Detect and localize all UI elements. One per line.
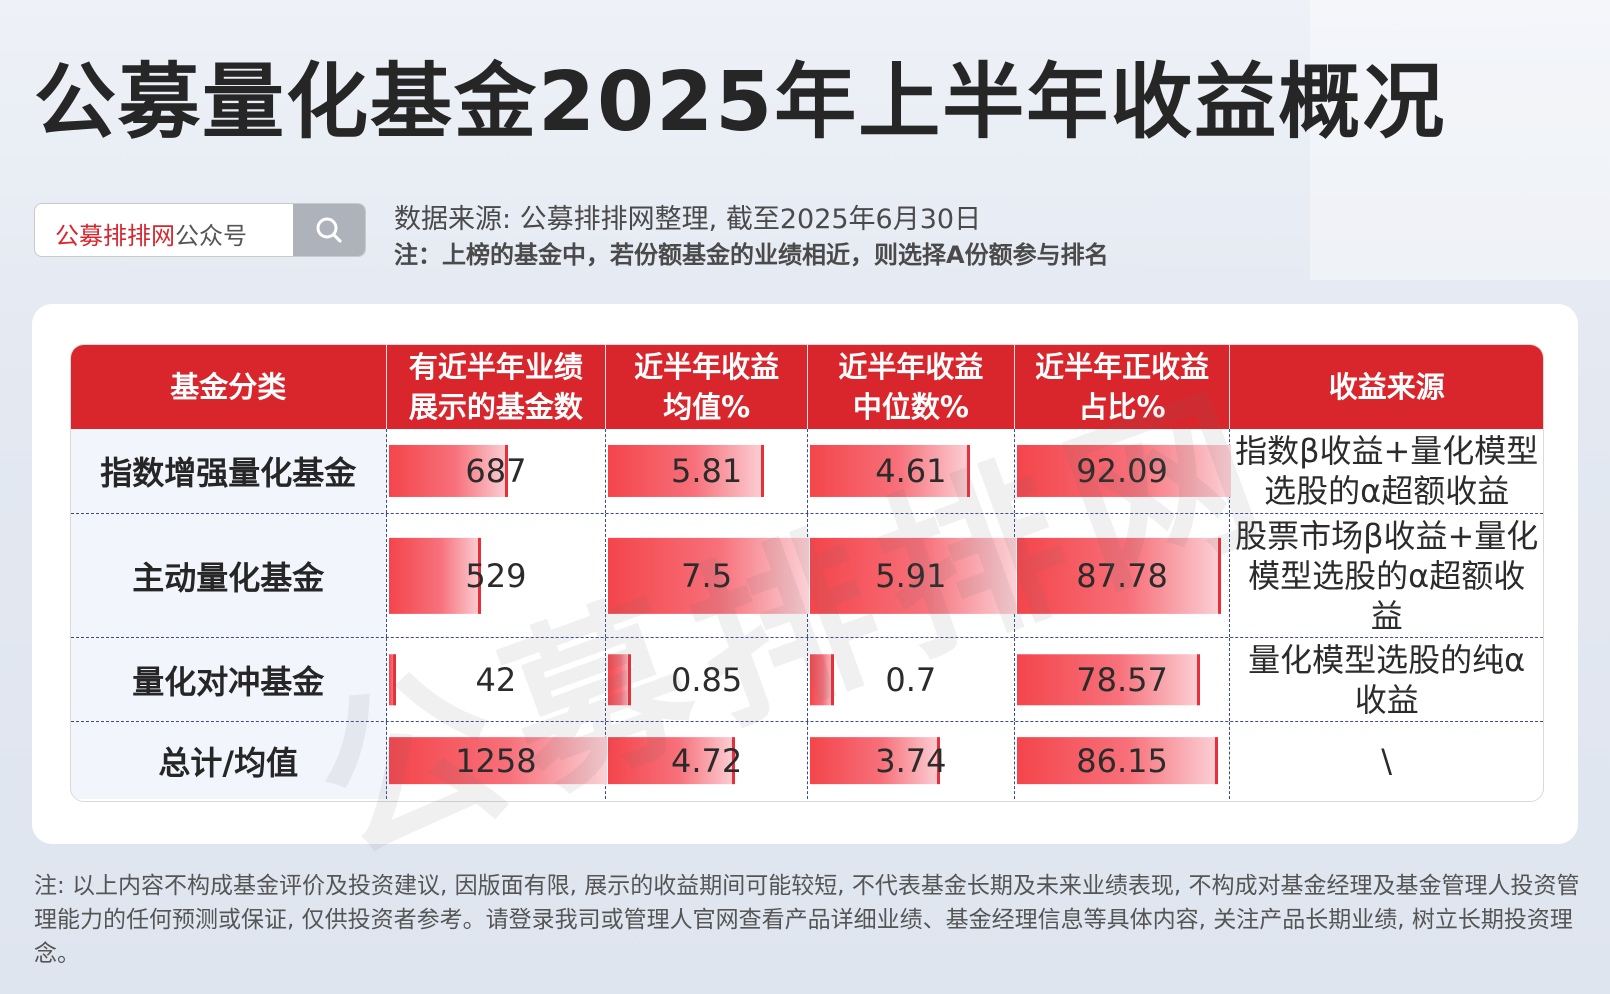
cell-return-source: \ (1381, 741, 1393, 780)
header-category: 基金分类 (71, 345, 387, 429)
disclaimer: 注: 以上内容不构成基金评价及投资建议, 因版面有限, 展示的收益期间可能较短,… (34, 873, 1580, 967)
search-query: 公募排排网公众号 (55, 216, 247, 251)
cell-median-return: 3.74 (808, 722, 1015, 799)
bar-median-return (809, 444, 971, 498)
search-box[interactable]: 公募排排网公众号 (34, 203, 366, 257)
cell-fund-count: 687 (387, 429, 607, 513)
value-fund-count: 1258 (455, 741, 537, 780)
value-positive-ratio: 86.15 (1076, 741, 1168, 780)
bar-mean-return (608, 736, 735, 785)
ranking-note: 注：上榜的基金中，若份额基金的业绩相近，则选择A份额参与排名 (394, 241, 1109, 269)
cell-fund-count: 529 (387, 514, 607, 637)
cell-fund-count: 42 (387, 638, 607, 721)
header-median-return: 近半年收益 中位数% (808, 345, 1015, 429)
header-positive-ratio: 近半年正收益 占比% (1015, 345, 1231, 429)
table-row: 指数增强量化基金 687 5.81 4.61 92.09 指数β收益+量 (71, 429, 1543, 513)
bar-fund-count (388, 736, 608, 785)
header-return-source: 收益来源 (1328, 370, 1445, 404)
cell-positive-ratio: 92.09 (1015, 429, 1232, 513)
cell-mean-return: 0.85 (606, 638, 808, 721)
bar-median-return (809, 736, 941, 785)
bar-positive-ratio (1016, 736, 1218, 785)
cell-mean-return: 7.5 (606, 514, 809, 637)
cell-median-return: 4.61 (808, 429, 1015, 513)
value-fund-count: 42 (475, 660, 517, 699)
table-header: 基金分类 有近半年业绩 展示的基金数 近半年收益 均值% 近半年收益 中位数% … (71, 345, 1543, 429)
value-median-return: 3.74 (875, 741, 947, 780)
cell-category: 总计/均值 (71, 722, 387, 799)
value-median-return: 4.61 (875, 452, 947, 490)
table-row: 主动量化基金 529 7.5 5.91 87.78 股票市场β收益+量化 (71, 513, 1543, 637)
value-median-return: 5.91 (875, 556, 947, 595)
value-positive-ratio: 87.78 (1076, 556, 1168, 595)
value-positive-ratio: 92.09 (1076, 452, 1168, 490)
search-button[interactable] (293, 204, 365, 256)
bar-fund-count (388, 653, 397, 706)
page-title: 公募量化基金2025年上半年收益概况 (34, 55, 1447, 150)
cell-median-return: 5.91 (808, 514, 1016, 637)
cell-median-return: 0.7 (808, 638, 1015, 721)
cell-positive-ratio: 87.78 (1015, 514, 1231, 637)
background-panel (1310, 0, 1610, 280)
cell-return-source: 指数β收益+量化模型选股的α超额收益 (1235, 432, 1539, 510)
cell-return-source: 股票市场β收益+量化模型选股的α超额收益 (1235, 516, 1539, 635)
value-mean-return: 7.5 (681, 556, 733, 595)
cell-return-source: 量化模型选股的纯α收益 (1248, 640, 1526, 719)
bar-mean-return (608, 537, 809, 614)
value-fund-count: 687 (465, 452, 527, 490)
search-brand: 公募排排网 (55, 222, 175, 250)
cell-positive-ratio: 78.57 (1015, 638, 1231, 721)
bar-median-return (809, 653, 835, 706)
bar-positive-ratio (1016, 444, 1232, 498)
table-card: 基金分类 有近半年业绩 展示的基金数 近半年收益 均值% 近半年收益 中位数% … (32, 304, 1578, 844)
value-mean-return: 4.72 (671, 741, 743, 780)
bar-fund-count (388, 444, 509, 498)
table-body: 指数增强量化基金 687 5.81 4.61 92.09 指数β收益+量 (71, 429, 1543, 799)
bar-mean-return (608, 653, 631, 706)
header-fund-count: 有近半年业绩 展示的基金数 (387, 345, 607, 429)
cell-mean-return: 4.72 (606, 722, 808, 799)
cell-category: 量化对冲基金 (71, 638, 387, 721)
header-mean-return: 近半年收益 均值% (606, 345, 808, 429)
bar-mean-return (608, 444, 765, 498)
search-icon (316, 217, 342, 243)
cell-category: 指数增强量化基金 (71, 429, 387, 513)
table-row: 量化对冲基金 42 0.85 0.7 78.57 量化模型选股的纯α收益 (71, 637, 1543, 721)
cell-category: 主动量化基金 (71, 514, 387, 637)
bar-positive-ratio (1016, 653, 1201, 706)
bar-median-return (809, 537, 1016, 614)
value-median-return: 0.7 (885, 660, 937, 699)
value-mean-return: 0.85 (671, 660, 743, 699)
cell-fund-count: 1258 (387, 722, 608, 799)
bar-fund-count (388, 537, 481, 614)
value-mean-return: 5.81 (671, 452, 743, 490)
search-suffix: 公众号 (175, 222, 247, 250)
fund-table: 基金分类 有近半年业绩 展示的基金数 近半年收益 均值% 近半年收益 中位数% … (70, 344, 1544, 802)
cell-mean-return: 5.81 (606, 429, 808, 513)
data-source: 数据来源: 公募排排网整理, 截至2025年6月30日 (394, 204, 982, 235)
table-row: 总计/均值 1258 4.72 3.74 86.15 \ (71, 721, 1543, 799)
bar-positive-ratio (1016, 537, 1222, 614)
value-positive-ratio: 78.57 (1076, 660, 1168, 699)
value-fund-count: 529 (465, 556, 527, 595)
cell-positive-ratio: 86.15 (1015, 722, 1231, 799)
